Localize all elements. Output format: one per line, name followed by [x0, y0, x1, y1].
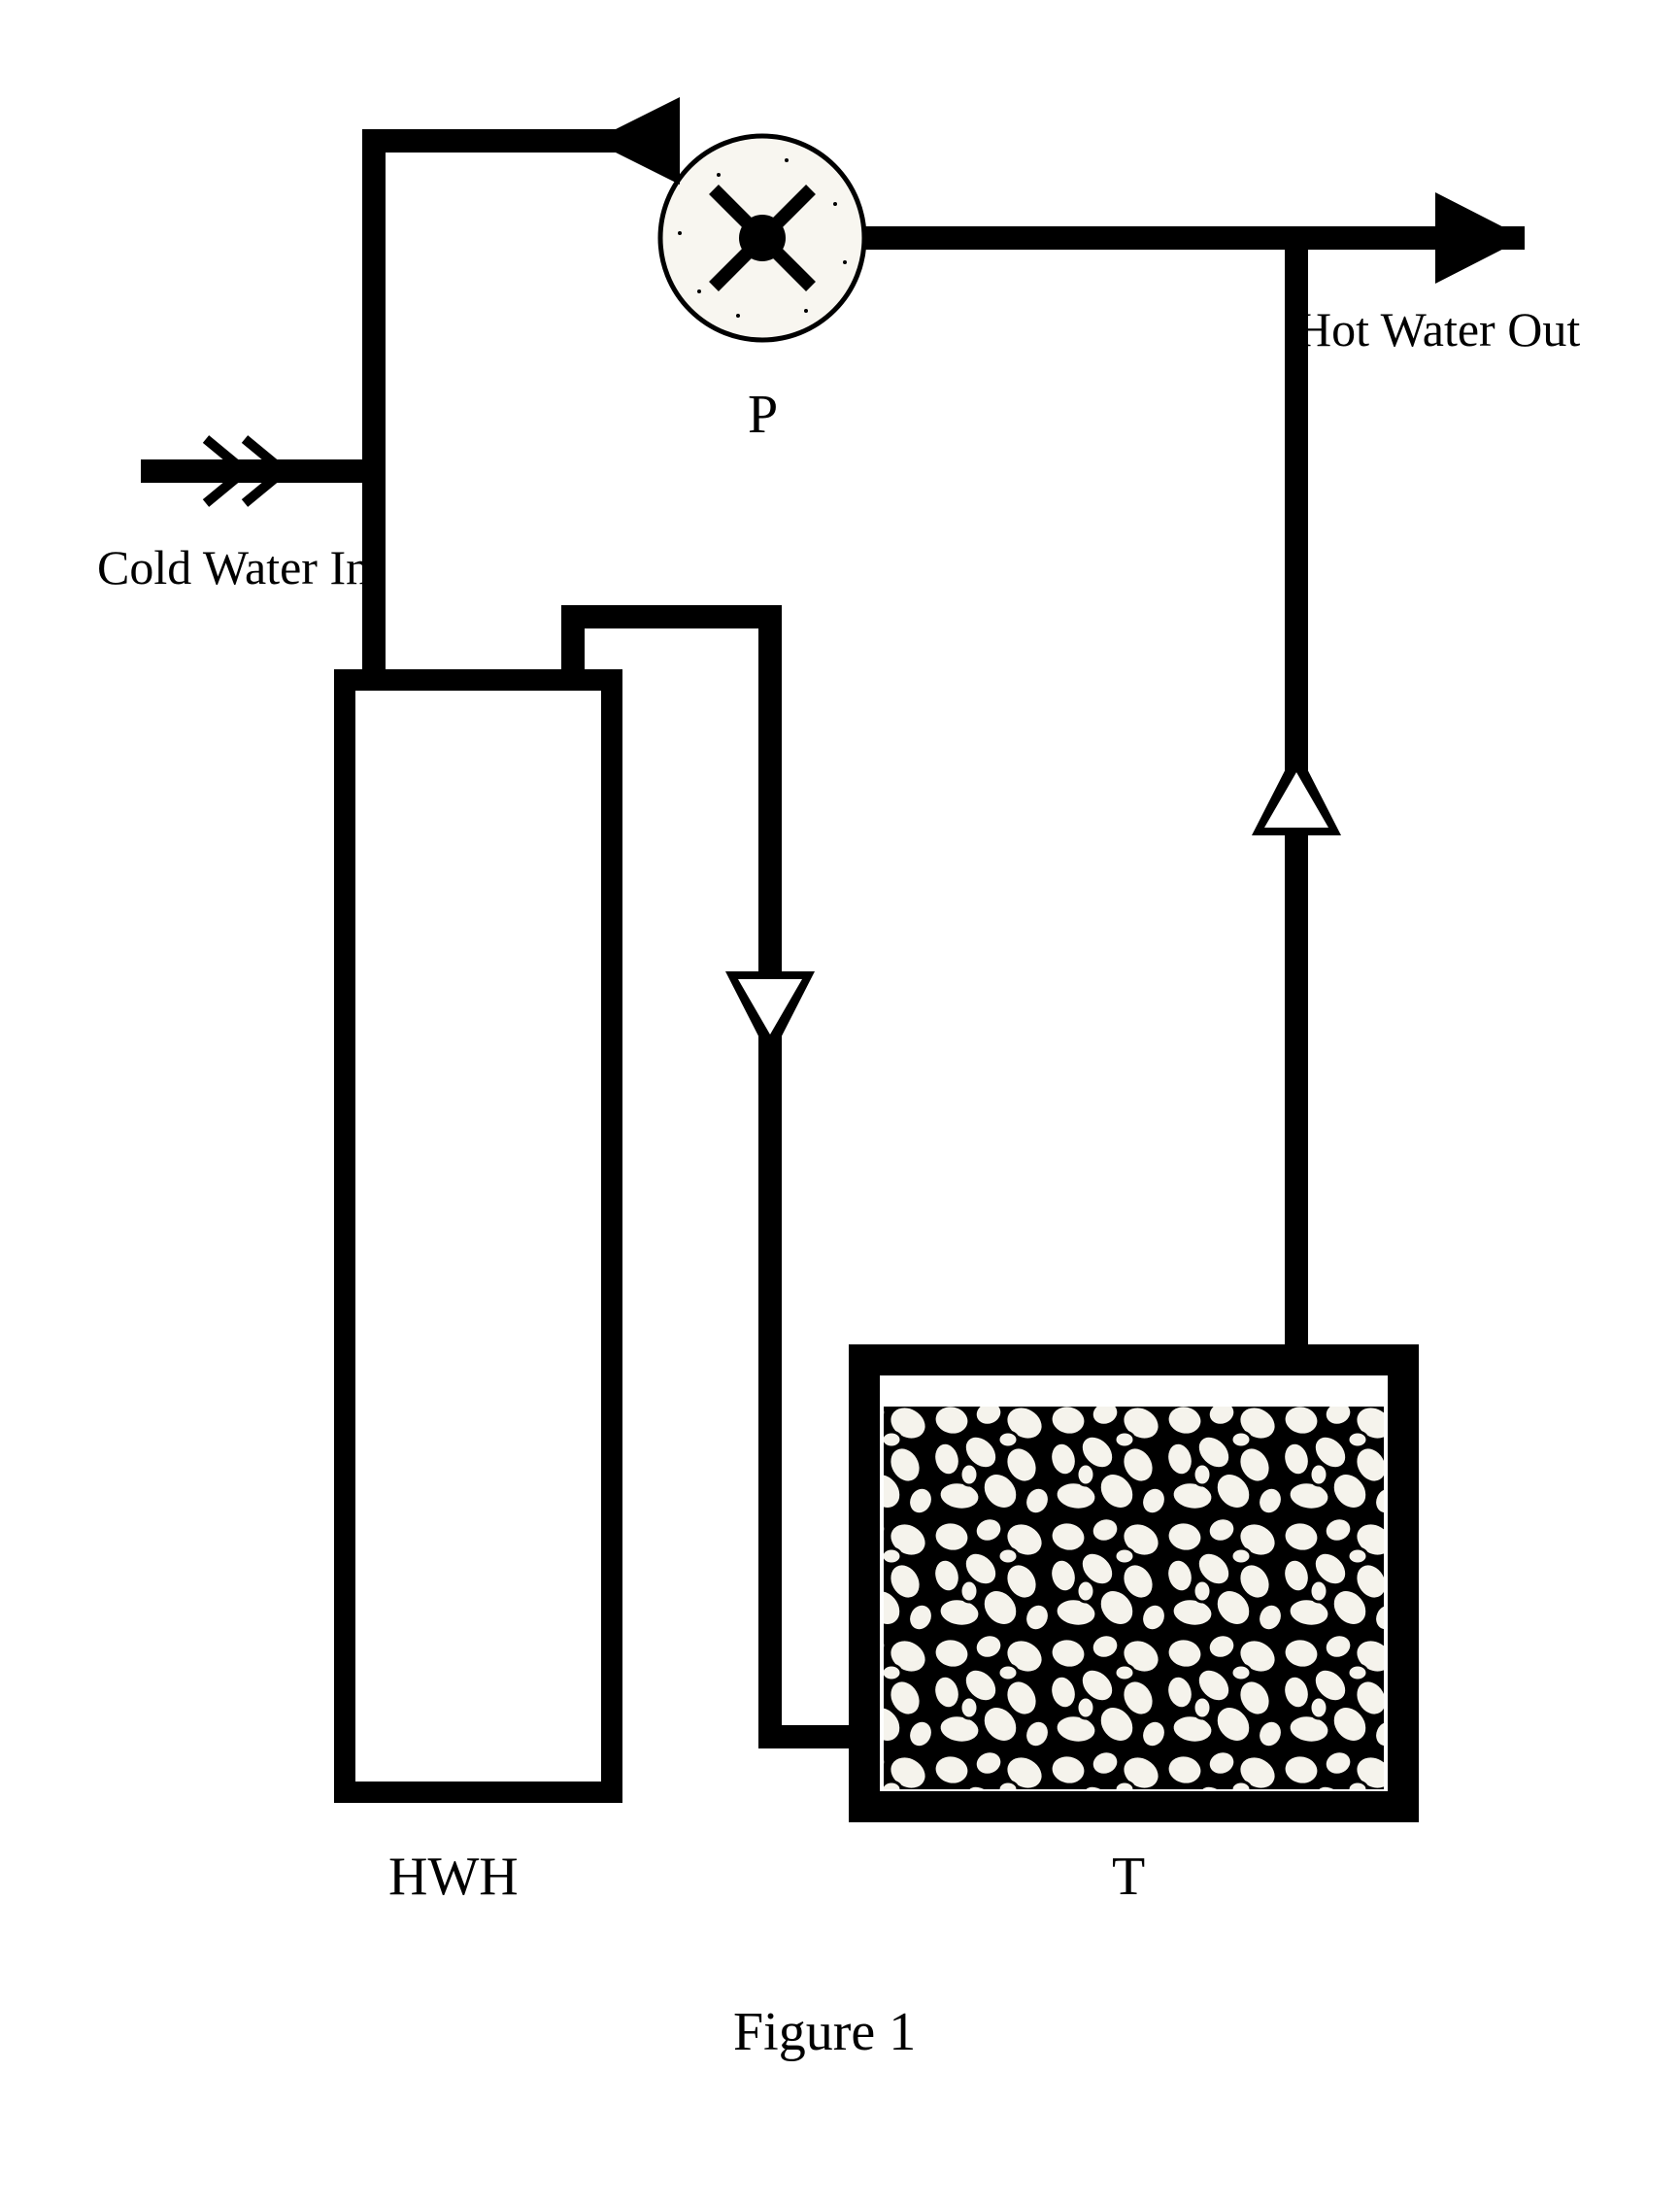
- heater-hwh: [345, 680, 612, 1792]
- figure-1-diagram: Cold Water In Hot Water Out P HWH T Figu…: [0, 0, 1680, 2206]
- tank-t: [864, 1360, 1403, 1807]
- arrow-pump-in: [592, 97, 680, 185]
- label-hot-water-out: Hot Water Out: [1296, 301, 1580, 357]
- label-pump-p: P: [748, 384, 778, 446]
- label-cold-water-in: Cold Water In: [97, 539, 370, 595]
- arrow-down-to-tank: [725, 971, 815, 1059]
- pump-p: [660, 136, 864, 340]
- label-heater-hwh: HWH: [388, 1846, 519, 1908]
- arrow-up-from-tank: [1252, 748, 1341, 835]
- label-tank-t: T: [1112, 1846, 1145, 1908]
- figure-caption: Figure 1: [733, 2001, 916, 2063]
- arrow-hot-out: [1435, 192, 1525, 284]
